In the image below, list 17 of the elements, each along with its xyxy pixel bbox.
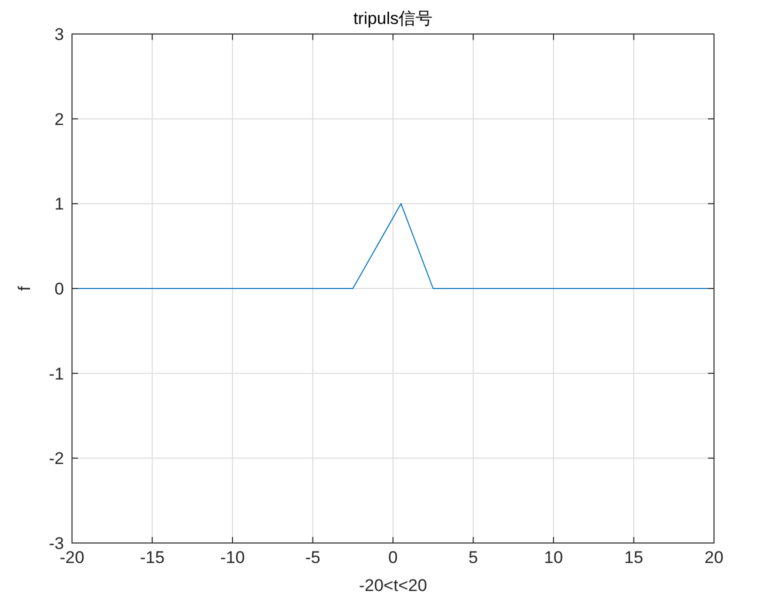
x-tick-label: -10 (220, 548, 245, 567)
x-tick-label: 15 (624, 548, 644, 567)
y-axis-title: f (15, 286, 34, 291)
y-tick-label: -1 (48, 364, 64, 384)
y-tick-label: 3 (54, 25, 64, 44)
x-tick-label: 20 (704, 548, 724, 567)
x-tick-label: 5 (468, 548, 478, 567)
y-tick-label: 1 (54, 194, 64, 214)
y-tick-label: 0 (54, 280, 64, 298)
y-tick-label: -2 (48, 449, 64, 468)
chart-title: tripuls信号 (353, 9, 433, 28)
x-tick-label: 0 (388, 548, 398, 567)
x-axis-title: -20<t<20 (358, 576, 428, 595)
x-tick-label: -5 (305, 548, 320, 567)
y-tick-label: 2 (54, 110, 64, 129)
x-tick-label: 10 (544, 548, 563, 567)
x-tick-label: -15 (140, 548, 165, 567)
